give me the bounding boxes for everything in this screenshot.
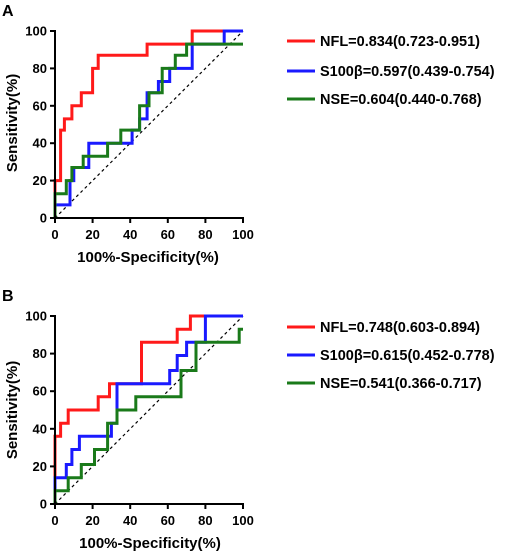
panel-a-series-line-nse bbox=[53, 42, 243, 218]
panel-b-x-tick-label: 100 bbox=[232, 513, 254, 528]
panel-b-x-tick-label: 80 bbox=[198, 513, 212, 528]
panel-b-legend-label-nfl: NFL=0.748(0.603-0.894) bbox=[320, 320, 480, 336]
panel-a-x-tick-label: 0 bbox=[51, 227, 58, 242]
panel-a-x-axis-title: 100%-Specificity(%) bbox=[77, 249, 219, 266]
panel-a-legend-label-nse: NSE=0.604(0.440-0.768) bbox=[320, 92, 482, 108]
panel-a-y-axis-title: Sensitivity(%) bbox=[4, 74, 21, 172]
panel-a-legend-label-s100b: S100β=0.597(0.439-0.754) bbox=[320, 64, 495, 80]
panel-b-x-axis-title: 100%-Specificity(%) bbox=[79, 535, 221, 552]
panel-b-label: B bbox=[2, 288, 14, 305]
panel-b: B 0 20 40 60 80 100 0 20 40 60 80 100 100%-Specific… bbox=[2, 288, 495, 552]
panel-a-x-tick-label: 100 bbox=[232, 227, 254, 242]
panel-a-label: A bbox=[2, 3, 14, 20]
panel-b-y-tick-label: 80 bbox=[33, 346, 47, 361]
panel-b-y-tick-label: 20 bbox=[33, 459, 47, 474]
panel-a-y-tick-label: 100 bbox=[25, 24, 47, 39]
panel-a-y-tick-label: 40 bbox=[33, 136, 47, 151]
panel-b-x-tick-label: 20 bbox=[85, 513, 99, 528]
panel-a-plot: 0 20 40 60 80 100 0 20 40 60 80 100 bbox=[25, 24, 254, 243]
panel-a-reference-line bbox=[54, 30, 244, 219]
panel-a-y-tick-label: 80 bbox=[33, 61, 47, 76]
panel-b-legend-label-nse: NSE=0.541(0.366-0.717) bbox=[320, 376, 482, 392]
panel-a-x-tick-label: 20 bbox=[85, 227, 99, 242]
panel-b-x-tick-label: 0 bbox=[51, 513, 58, 528]
panel-b-y-axis-title: Sensitivity(%) bbox=[4, 361, 21, 459]
panel-b-x-tick-label: 60 bbox=[161, 513, 175, 528]
panel-b-y-tick-label: 0 bbox=[40, 497, 47, 512]
panel-a-y-tick-label: 60 bbox=[33, 98, 47, 113]
panel-b-y-tick-label: 100 bbox=[25, 309, 47, 324]
panel-b-y-tick-label: 60 bbox=[33, 384, 47, 399]
panel-b-legend-label-s100b: S100β=0.615(0.452-0.778) bbox=[320, 348, 495, 364]
panel-b-series-line-nfl bbox=[53, 314, 243, 504]
panel-b-legend: NFL=0.748(0.603-0.894) S100β=0.615(0.452… bbox=[287, 320, 495, 392]
panel-b-plot: 0 20 40 60 80 100 0 20 40 60 80 100 bbox=[25, 309, 254, 529]
panel-a-series-line-nfl bbox=[53, 29, 243, 218]
panel-a-x-tick-label: 40 bbox=[123, 227, 137, 242]
panel-a: A 0 20 40 60 80 100 0 20 40 60 80 100 100%-Specific… bbox=[2, 3, 495, 266]
panel-a-y-tick-label: 0 bbox=[40, 211, 47, 226]
panel-b-series-line-nse bbox=[53, 327, 243, 504]
panel-a-legend-label-nfl: NFL=0.834(0.723-0.951) bbox=[320, 34, 480, 50]
panel-a-x-tick-label: 80 bbox=[198, 227, 212, 242]
panel-a-y-tick-label: 20 bbox=[33, 173, 47, 188]
panel-b-reference-line bbox=[54, 315, 244, 505]
panel-a-legend: NFL=0.834(0.723-0.951) S100β=0.597(0.439… bbox=[287, 34, 495, 108]
panel-a-x-tick-label: 60 bbox=[161, 227, 175, 242]
panel-b-x-tick-label: 40 bbox=[123, 513, 137, 528]
panel-b-y-tick-label: 40 bbox=[33, 421, 47, 436]
